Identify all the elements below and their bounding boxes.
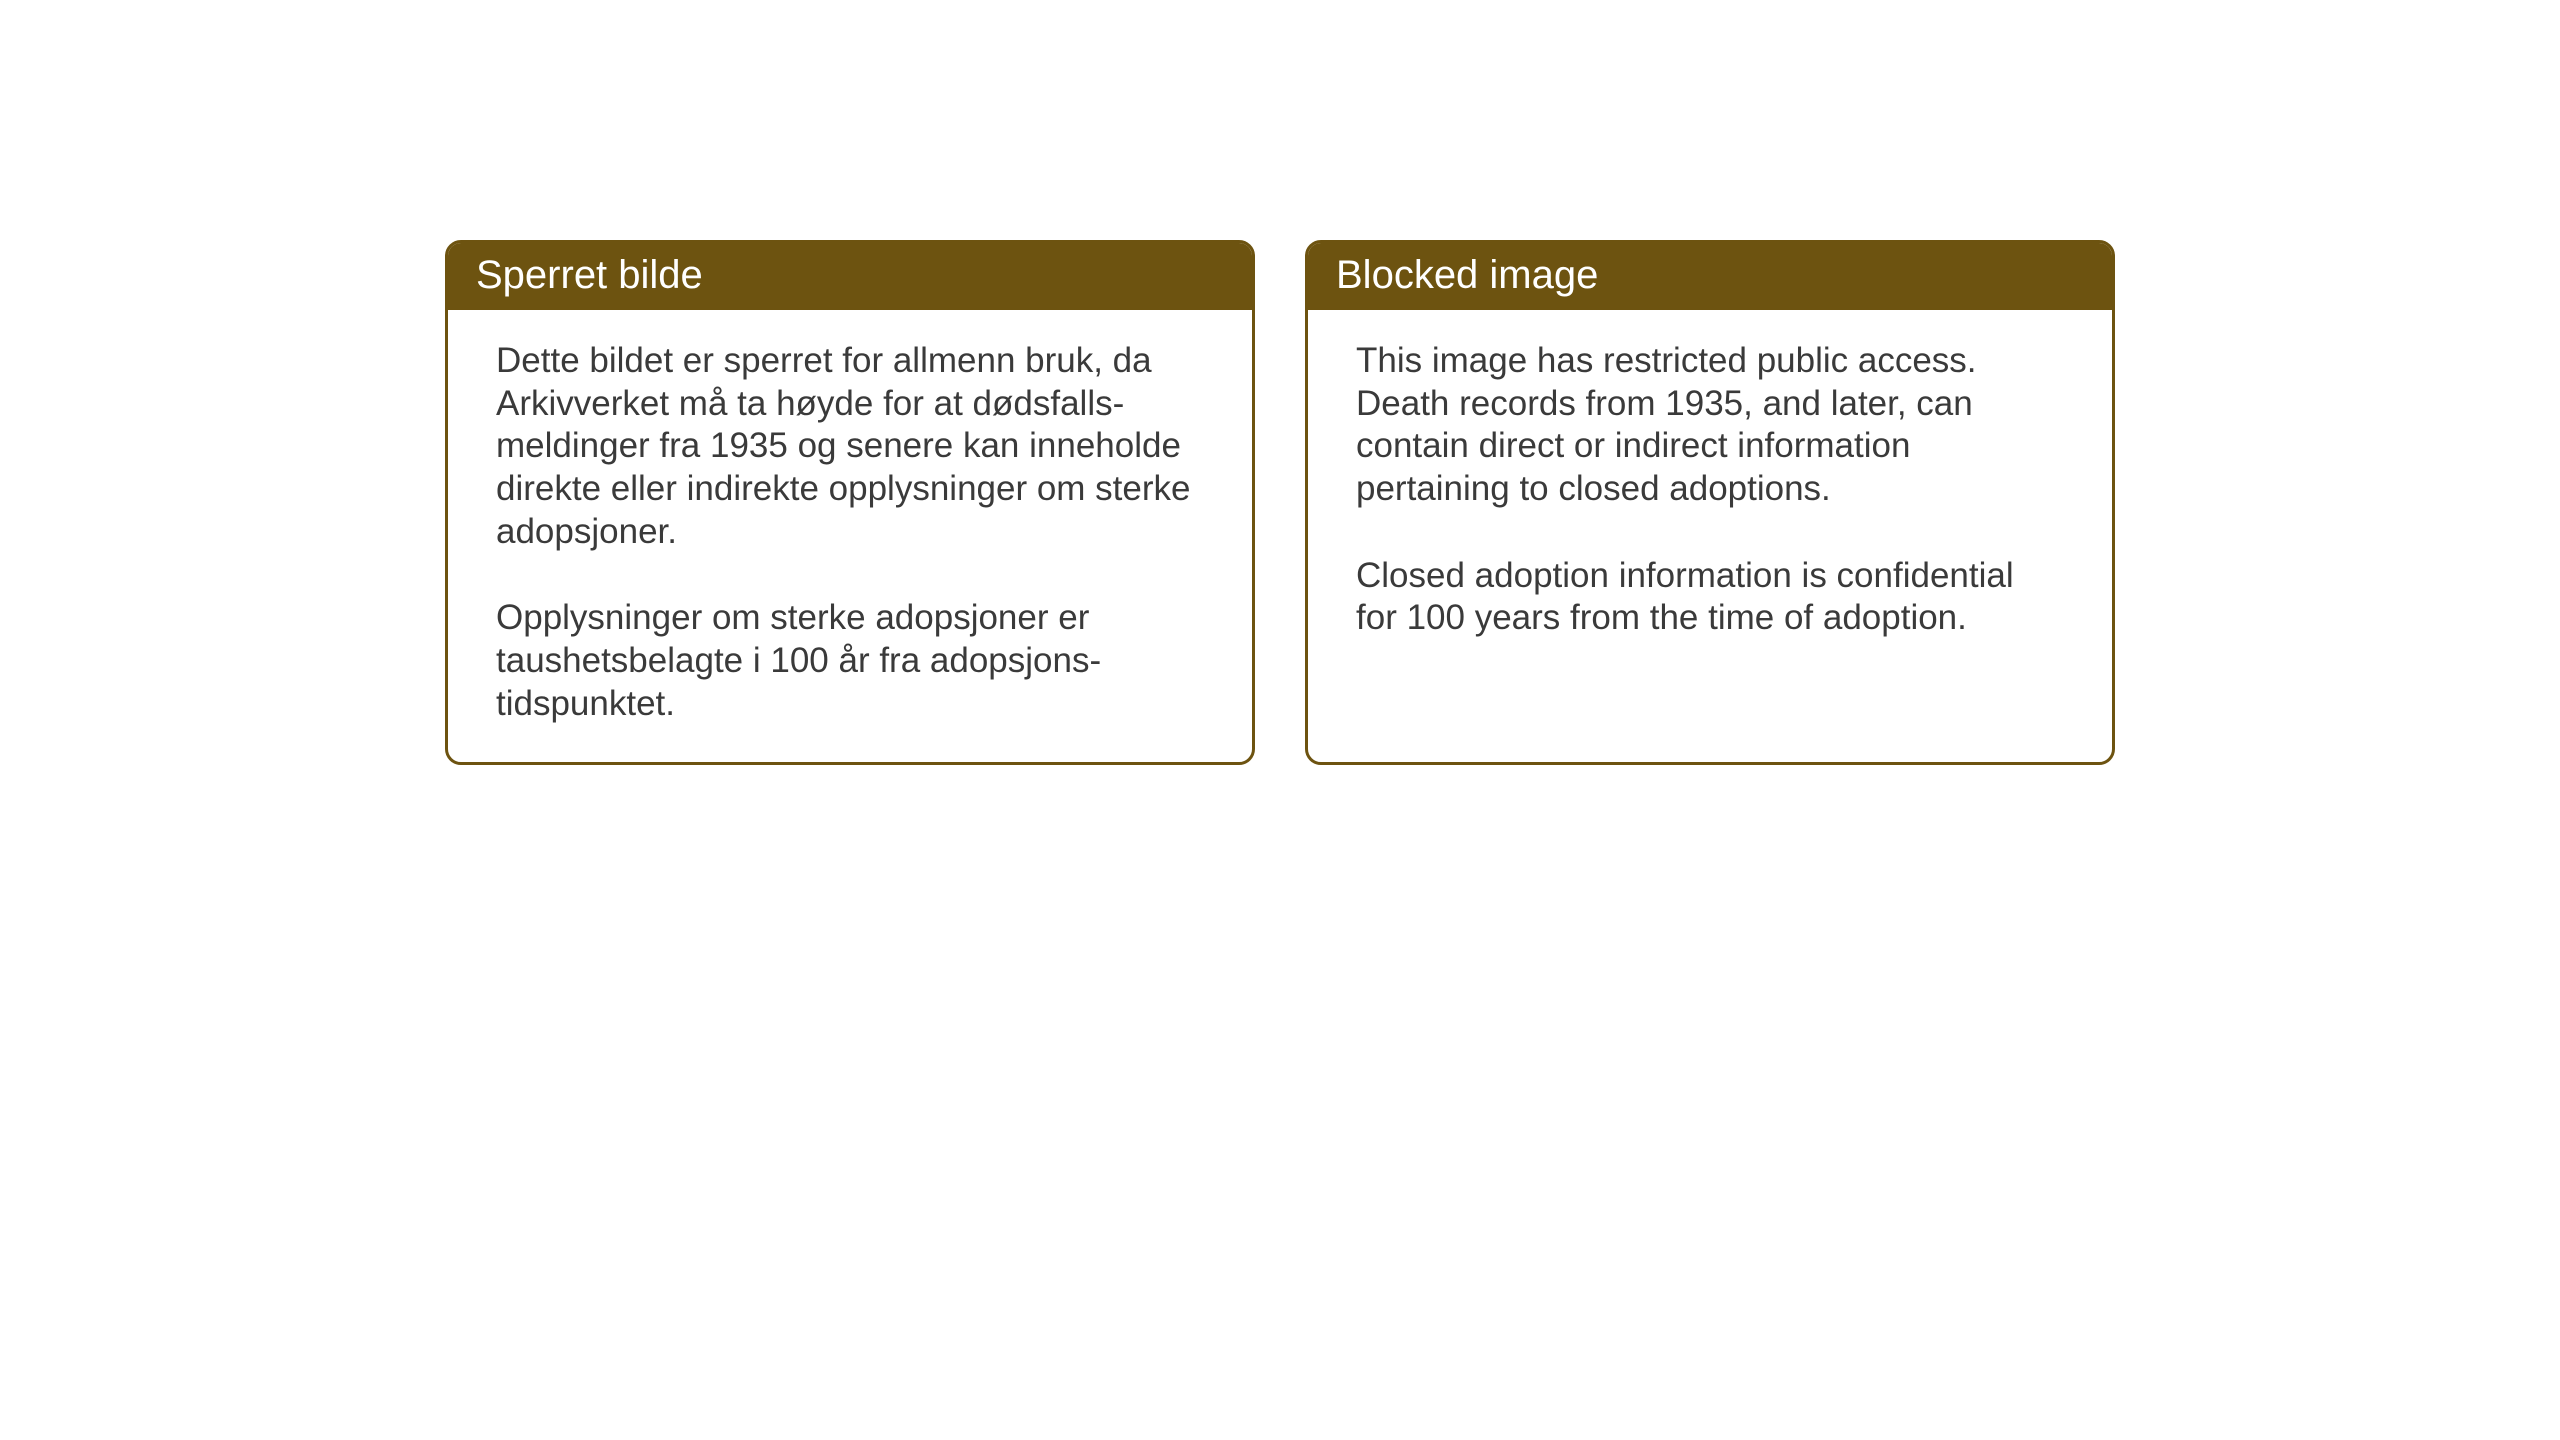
norwegian-paragraph-2: Opplysninger om sterke adopsjoner er tau… bbox=[496, 597, 1204, 725]
norwegian-notice-card: Sperret bilde Dette bildet er sperret fo… bbox=[445, 240, 1255, 765]
notice-cards-container: Sperret bilde Dette bildet er sperret fo… bbox=[445, 240, 2115, 765]
norwegian-card-title: Sperret bilde bbox=[448, 243, 1252, 310]
english-card-title: Blocked image bbox=[1308, 243, 2112, 310]
english-paragraph-2: Closed adoption information is confident… bbox=[1356, 555, 2064, 640]
norwegian-card-body: Dette bildet er sperret for allmenn bruk… bbox=[448, 310, 1252, 762]
norwegian-paragraph-1: Dette bildet er sperret for allmenn bruk… bbox=[496, 340, 1204, 553]
english-card-body: This image has restricted public access.… bbox=[1308, 310, 2112, 730]
english-paragraph-1: This image has restricted public access.… bbox=[1356, 340, 2064, 511]
english-notice-card: Blocked image This image has restricted … bbox=[1305, 240, 2115, 765]
